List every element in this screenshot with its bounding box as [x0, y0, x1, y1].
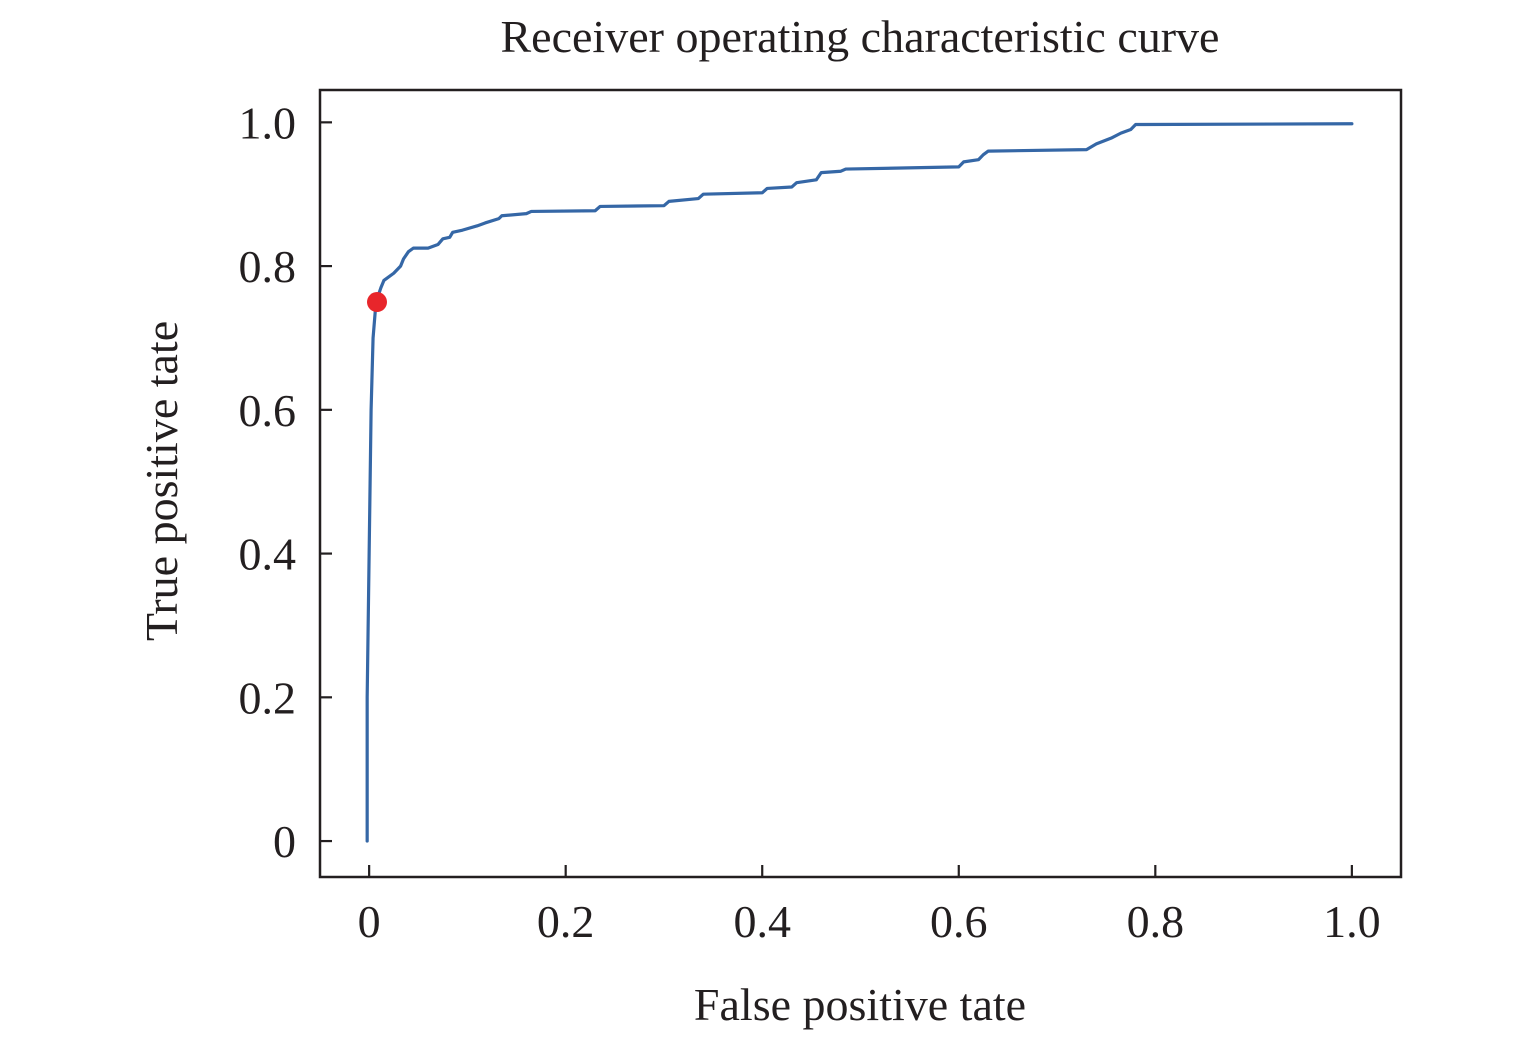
y-tick-label: 0	[273, 816, 296, 867]
y-tick-label: 0.2	[239, 672, 297, 723]
optimal-threshold-marker	[366, 292, 387, 313]
x-tick-label: 0.8	[1127, 896, 1185, 947]
y-tick-label: 0.8	[239, 241, 297, 292]
plot-frame	[318, 88, 1403, 879]
axis-ticks	[320, 121, 1353, 877]
chart-title: Receiver operating characteristic curve	[501, 11, 1220, 62]
x-tick-label: 0.4	[733, 896, 791, 947]
x-axis-label: False positive tate	[694, 979, 1026, 1030]
axis-tick-labels: 0 0.2 0.4 0.6 0.8 1.0 0 0.2 0.4 0.6 0.8 1.0	[239, 97, 1381, 947]
roc-curve	[365, 122, 1354, 843]
y-tick-label: 1.0	[239, 97, 297, 148]
x-tick-label: 0	[358, 896, 381, 947]
y-tick-label: 0.4	[239, 529, 297, 580]
x-tick-label: 0.6	[930, 896, 988, 947]
x-tick-label: 0.2	[537, 896, 595, 947]
x-tick-label: 1.0	[1323, 896, 1381, 947]
y-tick-label: 0.6	[239, 385, 297, 436]
optimal-threshold-markers	[366, 292, 387, 313]
y-axis-label: True positive tate	[136, 321, 187, 641]
